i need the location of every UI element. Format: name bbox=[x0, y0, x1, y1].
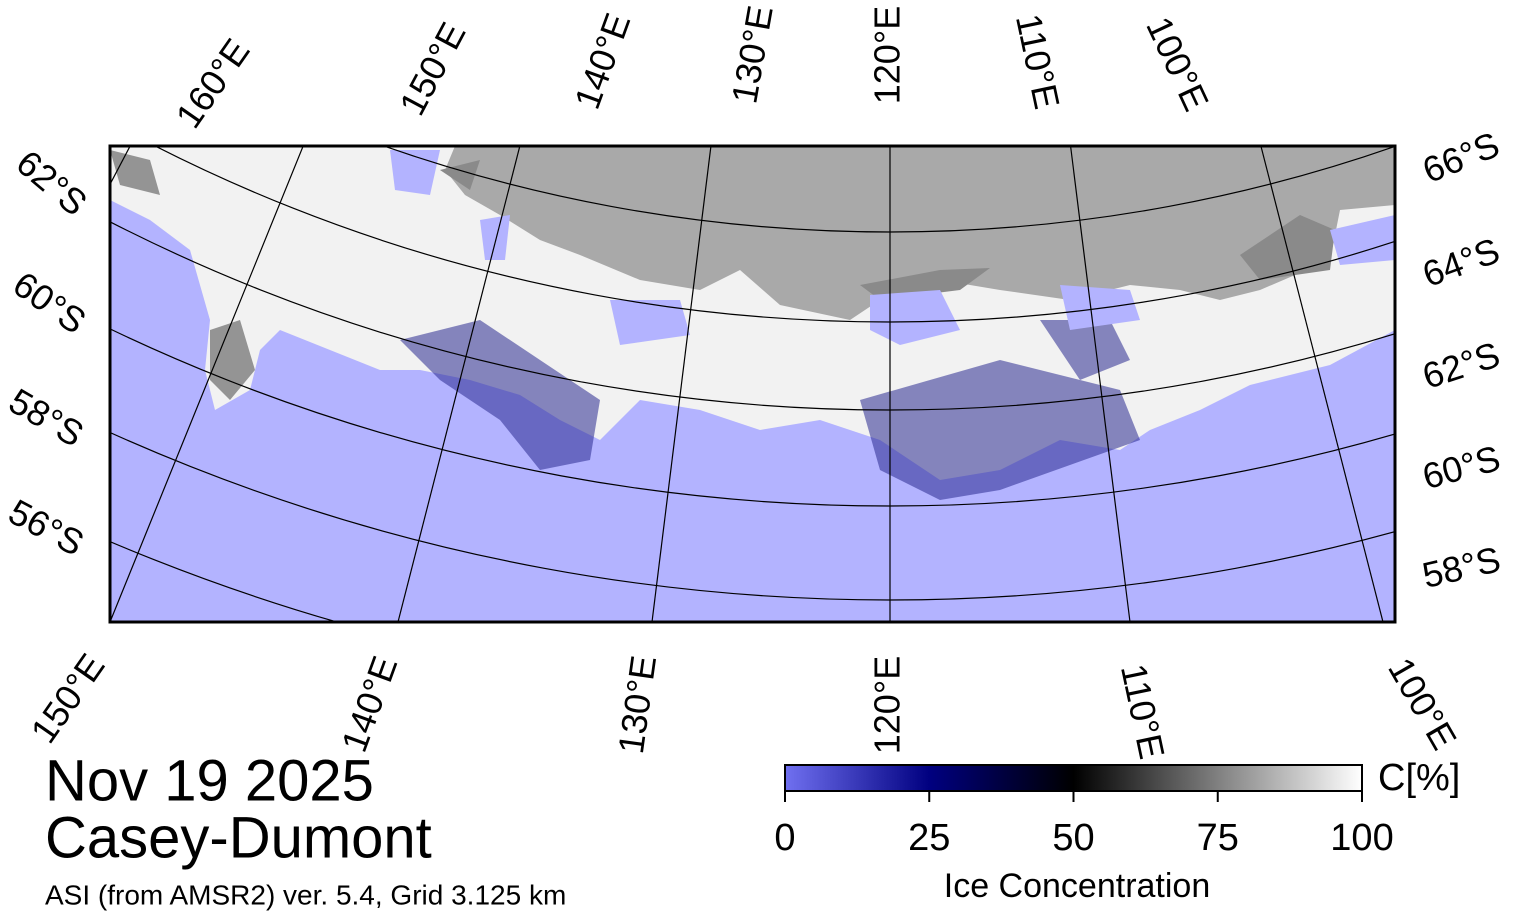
polynya bbox=[390, 150, 1395, 345]
graticule-label: 110°E bbox=[1113, 660, 1173, 762]
colorbar-tick-label: 25 bbox=[908, 817, 950, 859]
colorbar-tick-label: 75 bbox=[1197, 817, 1239, 859]
colorbar-label: Ice Concentration bbox=[944, 867, 1211, 905]
map-frame bbox=[108, 144, 1397, 624]
graticule-label: 110°E bbox=[1008, 10, 1068, 112]
graticule-label: 100°E bbox=[1138, 10, 1217, 117]
graticule-label: 64°S bbox=[1417, 230, 1505, 295]
meridian-line bbox=[1069, 146, 1131, 622]
graticule-label: 100°E bbox=[1380, 651, 1465, 757]
graticule-label: 60°S bbox=[1418, 437, 1504, 497]
date-title: Nov 19 2025 bbox=[45, 748, 374, 813]
graticule-label: 56°S bbox=[2, 491, 91, 564]
colorbar-tick-label: 50 bbox=[1052, 817, 1094, 859]
meridian-line bbox=[651, 146, 712, 622]
graticule-label: 120°E bbox=[867, 6, 908, 104]
graticule-label: 58°S bbox=[1418, 538, 1504, 596]
ice-dark bbox=[110, 150, 255, 400]
colorbar bbox=[784, 764, 1363, 792]
graticule bbox=[110, 146, 1395, 622]
land bbox=[445, 146, 1395, 320]
graticule-label: 160°E bbox=[168, 31, 258, 135]
graticule-label: 140°E bbox=[333, 651, 405, 758]
source-note: ASI (from AMSR2) ver. 5.4, Grid 3.125 km bbox=[45, 879, 566, 910]
graticule-label: 58°S bbox=[2, 380, 90, 455]
meridian-line bbox=[1260, 146, 1384, 622]
graticule-label: 62°S bbox=[1417, 334, 1504, 397]
graticule-label: 140°E bbox=[566, 8, 638, 115]
colorbar-unit: C[%] bbox=[1378, 757, 1460, 799]
graticule-label: 66°S bbox=[1417, 124, 1505, 191]
colorbar-ticks: 0 25 50 75 100 bbox=[774, 791, 1394, 859]
meridian-line bbox=[397, 146, 521, 622]
graticule-label: 120°E bbox=[867, 656, 908, 754]
meridian-line bbox=[110, 146, 304, 622]
ice-margin bbox=[400, 320, 1140, 500]
region-title: Casey-Dumont bbox=[45, 805, 432, 870]
graticule-label: 60°S bbox=[6, 263, 94, 342]
graticule-label: 62°S bbox=[9, 142, 95, 224]
colorbar-tick-label: 100 bbox=[1330, 817, 1393, 859]
graticule-label: 130°E bbox=[610, 653, 664, 756]
graticule-label: 150°E bbox=[391, 15, 473, 121]
colorbar-tick-label: 0 bbox=[774, 817, 795, 859]
map-area bbox=[110, 146, 1395, 622]
graticule-label: 150°E bbox=[23, 646, 113, 750]
graticule-label: 130°E bbox=[723, 2, 780, 106]
